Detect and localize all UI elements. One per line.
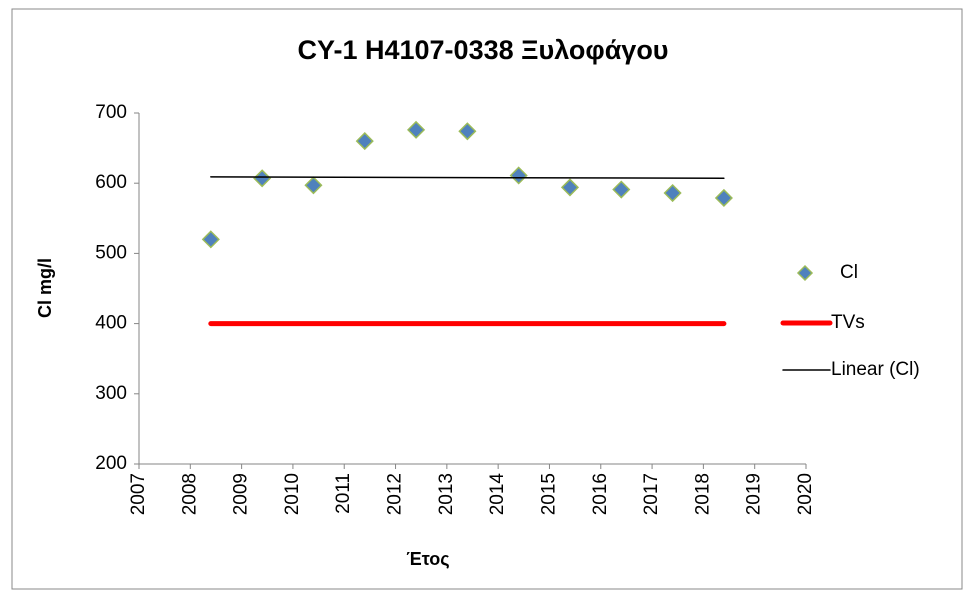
data-point [407,120,426,139]
x-tick-label: 2019 [744,473,765,515]
data-point [663,183,682,203]
y-tick-label: 500 [95,242,127,263]
y-tick-label: 700 [95,102,127,123]
x-axis-title: Έτος [406,549,449,569]
data-point [201,230,220,249]
data-point [304,176,323,195]
data-point [509,166,528,185]
y-axis-title: Cl mg/l [35,258,55,318]
series-line [210,176,725,180]
y-tick-label: 300 [95,383,127,404]
x-tick-label: 2007 [128,473,149,515]
y-tick-label: 600 [95,172,127,193]
chart-border [11,8,963,590]
chart-title: CY-1 H4107-0338 Ξυλοφάγου [297,35,668,65]
x-tick-label: 2010 [282,473,303,515]
legend-marker [796,264,814,282]
data-point [560,178,580,197]
y-tick-label: 200 [95,453,127,474]
x-tick-label: 2015 [538,473,559,515]
x-tick-label: 2020 [795,473,816,515]
x-tick-label: 2013 [436,473,457,515]
x-tick-label: 2011 [333,473,354,514]
data-point [253,169,272,188]
legend-label: Linear (Cl) [831,359,920,380]
x-tick-label: 2016 [590,473,611,515]
legend-label: TVs [831,312,865,333]
data-point [714,188,733,208]
x-tick-label: 2008 [179,473,200,515]
x-tick-label: 2014 [487,473,508,516]
data-point [458,122,477,141]
data-point [355,132,374,151]
y-tick-label: 400 [95,313,127,334]
data-point [612,180,631,199]
x-tick-label: 2012 [385,473,406,515]
x-tick-label: 2009 [231,473,252,515]
legend-label: Cl [840,262,858,283]
x-tick-label: 2017 [641,473,662,515]
x-tick-label: 2018 [692,473,713,515]
